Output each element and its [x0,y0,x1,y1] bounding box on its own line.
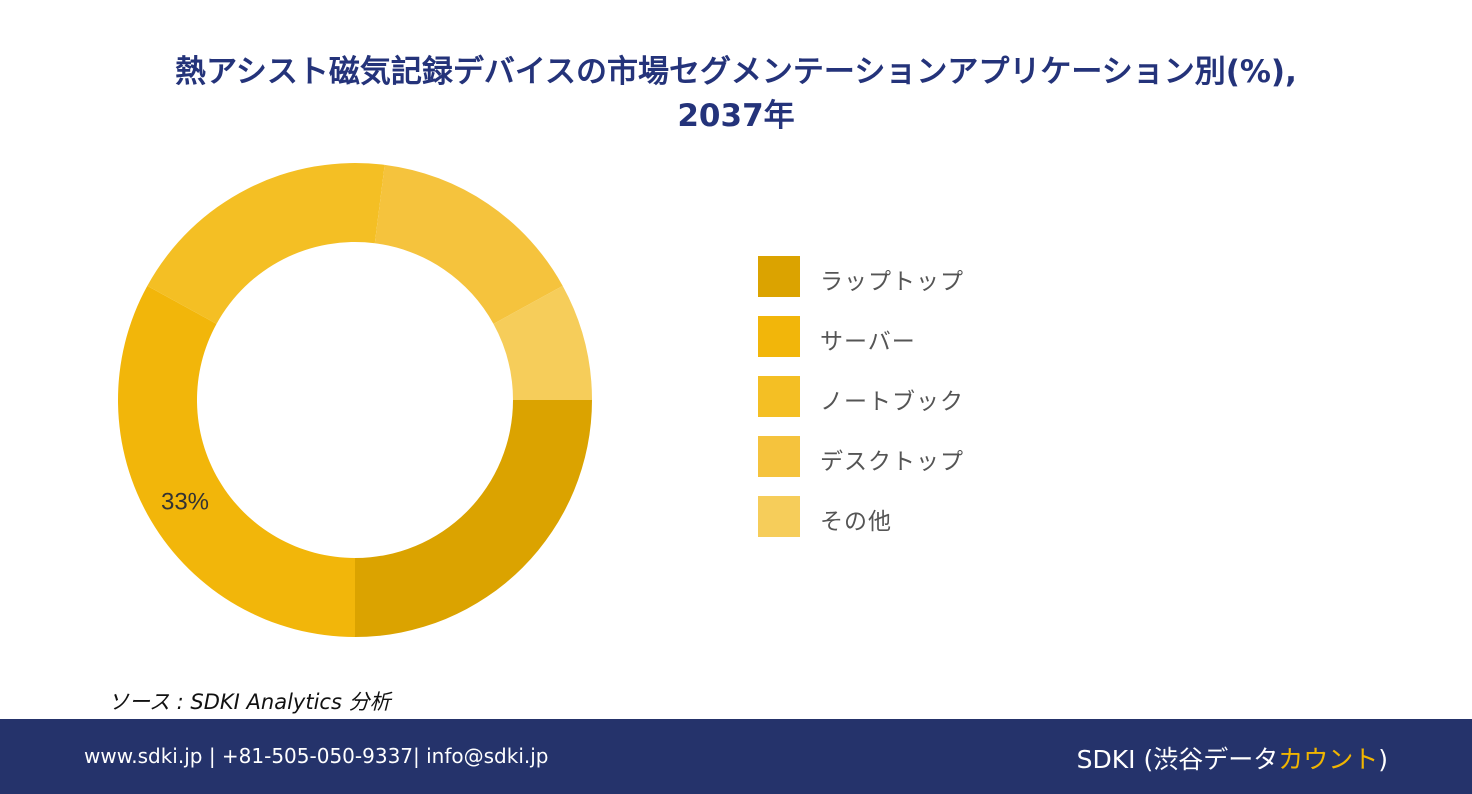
donut-slice-1 [355,400,592,637]
legend-swatch [758,376,800,417]
legend-swatch [758,436,800,477]
donut-slice-4 [374,164,563,324]
brand-main: SDKI (渋谷データ [1076,745,1279,774]
donut-slice-3 [147,163,385,324]
donut-slice-5 [493,285,592,400]
source-note: ソース : SDKI Analytics 分析 [108,686,391,716]
legend-label: サーバー [820,329,916,355]
brand-close: ) [1378,745,1388,774]
source-text: : SDKI Analytics 分析 [176,690,391,714]
legend-swatch [758,496,800,537]
legend-label: その他 [820,509,892,535]
footer-bar: www.sdki.jp | +81-505-050-9337| info@sdk… [0,719,1472,794]
chart-title-line2: 2037年 [677,98,795,134]
donut-slice-2 [117,285,355,637]
source-prefix: ソース [108,690,170,714]
legend-swatch [758,316,800,357]
brand-accent: カウント [1278,745,1379,774]
data-label: 33% [161,489,209,516]
legend-label: ラップトップ [820,269,964,295]
footer-brand: SDKI (渋谷データカウント) [1077,740,1388,776]
chart-title-line1: 熱アシスト磁気記録デバイスの市場セグメンテーションアプリケーション別(%), [175,54,1297,90]
footer-contact: www.sdki.jp | +81-505-050-9337| info@sdk… [84,744,549,768]
legend-label: ノートブック [820,389,964,415]
legend-label: デスクトップ [820,449,964,475]
legend-swatch [758,256,800,297]
chart-title: 熱アシスト磁気記録デバイスの市場セグメンテーションアプリケーション別(%), 2… [0,50,1472,138]
